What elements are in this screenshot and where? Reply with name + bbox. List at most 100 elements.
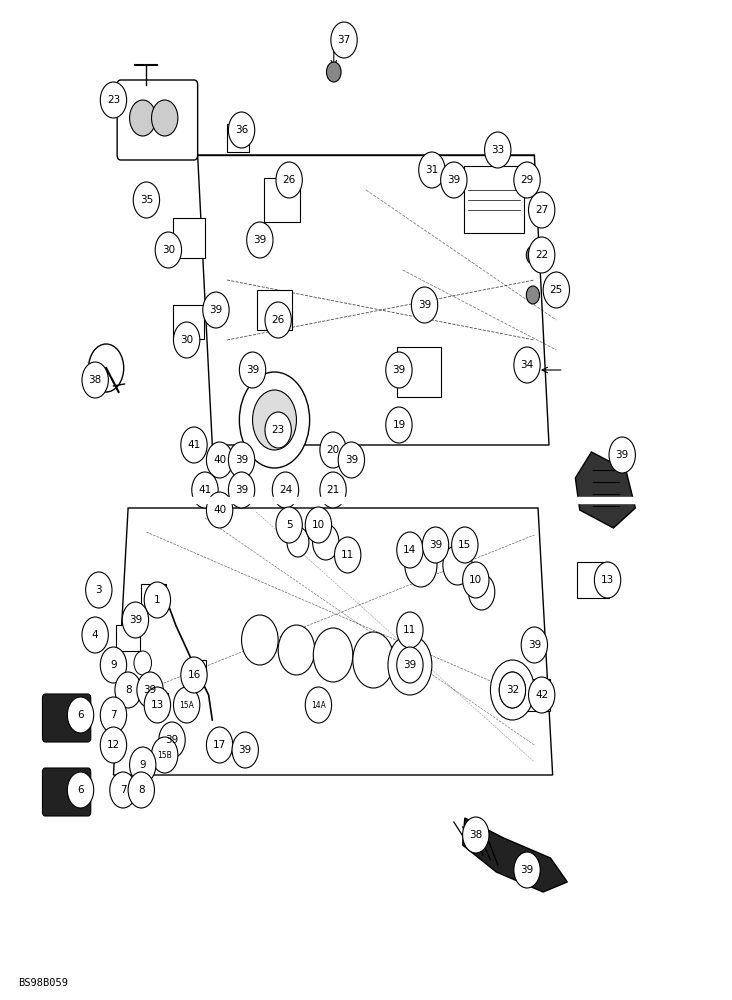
Circle shape — [419, 152, 445, 188]
Circle shape — [159, 722, 185, 758]
Text: 20: 20 — [326, 445, 340, 455]
Circle shape — [206, 442, 233, 478]
Text: 35: 35 — [140, 195, 153, 205]
Circle shape — [67, 697, 94, 733]
Circle shape — [265, 412, 291, 448]
Polygon shape — [463, 818, 567, 892]
Circle shape — [192, 472, 218, 508]
Circle shape — [276, 162, 302, 198]
Circle shape — [155, 232, 182, 268]
Text: 39: 39 — [403, 660, 417, 670]
Text: 39: 39 — [345, 455, 358, 465]
Text: 13: 13 — [151, 700, 164, 710]
Circle shape — [130, 100, 156, 136]
Circle shape — [144, 687, 171, 723]
Circle shape — [115, 672, 141, 708]
Circle shape — [133, 182, 160, 218]
Text: 34: 34 — [520, 360, 534, 370]
Circle shape — [211, 733, 228, 757]
FancyBboxPatch shape — [116, 625, 140, 651]
Text: 30: 30 — [162, 245, 175, 255]
Text: 4: 4 — [92, 630, 99, 640]
Circle shape — [529, 192, 555, 228]
Text: 38: 38 — [89, 375, 102, 385]
Text: 42: 42 — [535, 690, 548, 700]
Circle shape — [499, 672, 526, 708]
Circle shape — [514, 347, 540, 383]
Text: 39: 39 — [235, 485, 248, 495]
Circle shape — [130, 747, 156, 783]
Circle shape — [228, 442, 255, 478]
Circle shape — [305, 687, 332, 723]
Circle shape — [239, 352, 266, 388]
Text: 8: 8 — [138, 785, 145, 795]
Circle shape — [272, 472, 299, 508]
Circle shape — [253, 390, 296, 450]
Circle shape — [242, 615, 278, 665]
Circle shape — [468, 574, 495, 610]
Text: 36: 36 — [235, 125, 248, 135]
Circle shape — [388, 635, 432, 695]
Text: 39: 39 — [520, 865, 534, 875]
Text: 30: 30 — [180, 335, 193, 345]
Circle shape — [82, 362, 108, 398]
Text: 39: 39 — [447, 175, 460, 185]
Circle shape — [287, 527, 309, 557]
Circle shape — [144, 582, 171, 618]
Text: 39: 39 — [528, 640, 541, 650]
Circle shape — [173, 687, 200, 723]
Circle shape — [152, 100, 178, 136]
Circle shape — [108, 651, 126, 675]
Circle shape — [526, 246, 539, 264]
Text: 39: 39 — [418, 300, 431, 310]
Circle shape — [181, 657, 207, 693]
Text: 39: 39 — [235, 455, 248, 465]
Text: 39: 39 — [129, 615, 142, 625]
Circle shape — [240, 736, 258, 760]
Text: 39: 39 — [165, 735, 179, 745]
Circle shape — [514, 852, 540, 888]
Circle shape — [206, 727, 233, 763]
Circle shape — [594, 562, 621, 598]
Circle shape — [239, 372, 310, 468]
Circle shape — [411, 287, 438, 323]
Text: 7: 7 — [110, 710, 117, 720]
Circle shape — [86, 572, 112, 608]
Text: 10: 10 — [312, 520, 325, 530]
Circle shape — [82, 617, 108, 653]
Circle shape — [441, 162, 467, 198]
Circle shape — [397, 612, 423, 648]
Circle shape — [326, 62, 341, 82]
Text: 40: 40 — [213, 505, 226, 515]
Circle shape — [173, 322, 200, 358]
Text: 12: 12 — [107, 740, 120, 750]
Text: 27: 27 — [535, 205, 548, 215]
Circle shape — [521, 627, 548, 663]
FancyBboxPatch shape — [397, 347, 441, 397]
Circle shape — [228, 472, 255, 508]
Circle shape — [452, 527, 478, 563]
Text: 33: 33 — [491, 145, 504, 155]
Circle shape — [499, 672, 526, 708]
FancyBboxPatch shape — [521, 679, 550, 711]
Text: 13: 13 — [601, 575, 614, 585]
Circle shape — [543, 272, 569, 308]
FancyBboxPatch shape — [146, 693, 168, 715]
Circle shape — [228, 112, 255, 148]
Circle shape — [313, 524, 339, 560]
Text: 39: 39 — [246, 365, 259, 375]
Text: 32: 32 — [506, 685, 519, 695]
Circle shape — [276, 507, 302, 543]
Text: 29: 29 — [520, 175, 534, 185]
Polygon shape — [113, 508, 553, 775]
Text: 39: 39 — [253, 235, 266, 245]
FancyBboxPatch shape — [227, 124, 249, 152]
Circle shape — [609, 437, 635, 473]
Text: 15B: 15B — [157, 750, 172, 760]
Text: 7: 7 — [119, 785, 127, 795]
Text: 23: 23 — [107, 95, 120, 105]
Circle shape — [152, 737, 178, 773]
Text: 39: 39 — [429, 540, 442, 550]
Circle shape — [128, 772, 154, 808]
Circle shape — [485, 132, 511, 168]
